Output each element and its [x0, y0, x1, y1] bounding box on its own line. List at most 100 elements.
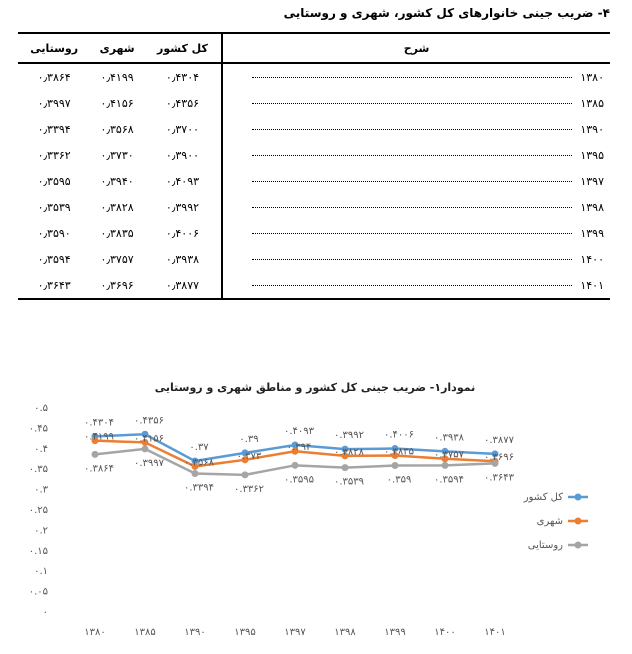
- data-label: ۰.۳۹: [239, 434, 258, 445]
- legend-label: شهری: [537, 516, 563, 527]
- table-cell: ۰٫۳۳۶۲: [18, 142, 90, 168]
- header: کل کشور: [143, 32, 222, 64]
- row-label: ۱۳۹۷: [580, 174, 604, 188]
- cell-value: ۰٫۳۸۷۷: [165, 278, 200, 292]
- y-tick-label: ۰.۵: [34, 403, 48, 414]
- cell-value: ۰٫۳۸۲۸: [100, 200, 134, 214]
- table: شرح کل کشور شهری روستایی ۱۳۸۰ ۰٫۴۳۰۴ ۰٫۴۱۹…: [18, 32, 610, 300]
- x-tick-label: ۱۳۹۹: [384, 627, 405, 638]
- leader-dots: [252, 103, 573, 104]
- data-point: [191, 470, 199, 478]
- data-point: [441, 455, 449, 463]
- table-row: ۱۳۹۹ ۰٫۴۰۰۶ ۰٫۳۸۳۵ ۰٫۳۵۹۰: [18, 220, 610, 246]
- cell-value: ۰٫۳۷۵۷: [100, 252, 134, 266]
- data-label: ۰.۳۵۹۵: [284, 474, 314, 485]
- cell-value: ۰٫۳۸۳۵: [100, 226, 134, 240]
- data-point: [241, 471, 249, 479]
- data-label: ۰.۳۸۶۴: [84, 463, 114, 474]
- cell-value: ۰٫۳۵۹۰: [37, 226, 71, 240]
- table-row: ۱۳۹۰ ۰٫۳۷۰۰ ۰٫۳۵۶۸ ۰٫۳۳۹۴: [18, 116, 610, 142]
- cell-value: ۰٫۴۱۹۹: [100, 70, 134, 84]
- data-point: [241, 456, 249, 464]
- data-label: ۰.۳۹۹۲: [334, 430, 364, 441]
- data-label: ۰.۴۰۹۳: [284, 426, 315, 437]
- table-row: ۱۳۸۵ ۰٫۴۳۵۶ ۰٫۴۱۵۶ ۰٫۳۹۹۷: [18, 90, 610, 116]
- data-label: ۰.۳۵۳۹: [334, 477, 364, 488]
- data-point: [191, 457, 199, 465]
- y-tick-label: ۰.۰۵: [29, 587, 48, 598]
- chart: نمودار۱- ضریب جینی کل کشور و مناطق شهری …: [29, 381, 588, 638]
- y-tick-label: ۰.۱۵: [29, 546, 48, 557]
- cell-value: ۰٫۳۵۹۵: [37, 174, 71, 188]
- table-cell: ۰٫۳۵۶۸: [90, 116, 144, 142]
- x-tick-label: ۱۳۹۰: [184, 627, 205, 638]
- table-cell: ۱۳۸۵: [221, 90, 610, 116]
- data-label: ۰.۳۶۹۶: [484, 452, 514, 463]
- table-cell: ۱۳۹۸: [221, 194, 610, 220]
- data-label: ۰.۳۵۶۸: [184, 457, 215, 468]
- data-point: [491, 450, 499, 458]
- cell-value: ۰٫۳۶۴۳: [37, 278, 71, 292]
- row-label: ۱۴۰۰: [580, 252, 604, 266]
- cell-value: ۰٫۳۸۶۴: [37, 70, 71, 84]
- y-tick-label: ۰: [43, 607, 48, 618]
- table-cell: ۰٫۳۹۹۷: [18, 90, 90, 116]
- legend-label: کل کشور: [523, 492, 563, 503]
- data-point: [291, 441, 299, 449]
- data-label: ۰.۳۳۶۲: [234, 484, 264, 495]
- data-point: [341, 464, 349, 472]
- data-label: ۰.۳۹۳۸: [434, 432, 465, 443]
- table-row: ۱۳۸۰ ۰٫۴۳۰۴ ۰٫۴۱۹۹ ۰٫۳۸۶۴: [18, 63, 610, 90]
- legend-marker: [574, 493, 582, 501]
- cell-value: ۰٫۳۵۶۸: [100, 122, 134, 136]
- data-label: ۰.۳۹۹۷: [134, 458, 165, 469]
- data-point: [341, 452, 349, 460]
- leader-dots: [252, 77, 573, 78]
- data-point: [141, 445, 149, 453]
- table-cell: ۱۴۰۱: [221, 272, 610, 300]
- leader-dots: [252, 129, 573, 130]
- data-label: ۰.۳۶۴۳: [484, 472, 515, 483]
- x-tick-label: ۱۳۹۸: [334, 627, 356, 638]
- data-point: [91, 450, 99, 458]
- data-point: [491, 459, 499, 467]
- data-point: [341, 445, 349, 453]
- cell-value: ۰٫۴۰۰۶: [165, 226, 200, 240]
- table-cell: ۱۳۹۵: [221, 142, 610, 168]
- table-cell: ۰٫۳۸۷۷: [143, 272, 222, 300]
- row-label: ۱۴۰۱: [580, 278, 604, 292]
- data-label: ۰.۳۸۳۵: [384, 447, 414, 458]
- data-point: [391, 452, 399, 460]
- table-cell: ۰٫۳۷۰۰: [144, 116, 222, 142]
- legend-label: روستایی: [528, 540, 563, 551]
- data-label: ۰.۳۷: [189, 442, 209, 453]
- header: شهری: [90, 32, 144, 64]
- chart-title: نمودار۱- ضریب جینی کل کشور و مناطق شهری …: [155, 381, 475, 394]
- cell-value: ۰٫۴۰۹۳: [165, 174, 200, 188]
- table-cell: ۰٫۳۹۴۰: [90, 168, 144, 194]
- x-tick-label: ۱۳۸۵: [134, 627, 155, 638]
- table-cell: ۰٫۳۶۴۳: [18, 272, 91, 300]
- leader-dots: [252, 233, 573, 234]
- data-label: ۰.۳۳۹۴: [184, 483, 214, 494]
- y-tick-label: ۰.۴۵: [29, 423, 48, 434]
- table-cell: ۰٫۳۷۳۰: [90, 142, 144, 168]
- cell-value: ۰٫۳۷۰۰: [165, 122, 200, 136]
- data-label: ۰.۳۷۵۷: [434, 450, 465, 461]
- data-label: ۰.۳۸۲۸: [334, 447, 365, 458]
- table-cell: ۰٫۳۸۶۴: [18, 63, 90, 90]
- table-cell: ۰٫۳۳۹۴: [18, 116, 90, 142]
- table-cell: ۰٫۳۵۳۹: [18, 194, 90, 220]
- data-label: ۰.۳۷۳: [237, 451, 262, 462]
- table-cell: ۰٫۳۵۹۵: [18, 168, 90, 194]
- cell-value: ۰٫۳۳۹۴: [37, 122, 71, 136]
- table-cell: ۰٫۳۵۹۰: [18, 220, 90, 246]
- data-point: [141, 438, 149, 446]
- cell-value: ۰٫۴۱۵۶: [100, 96, 134, 110]
- cell-value: ۰٫۳۳۶۲: [37, 148, 71, 162]
- header: روستایی: [18, 32, 91, 64]
- table-row: ۱۳۹۵ ۰٫۳۹۰۰ ۰٫۳۷۳۰ ۰٫۳۳۶۲: [18, 142, 610, 168]
- y-tick-label: ۰.۲۵: [29, 505, 48, 516]
- table-cell: ۰٫۳۸۳۵: [90, 220, 144, 246]
- table-title: ۴- ضریب جینی خانوارهای کل کشور، شهری و ر…: [283, 6, 610, 20]
